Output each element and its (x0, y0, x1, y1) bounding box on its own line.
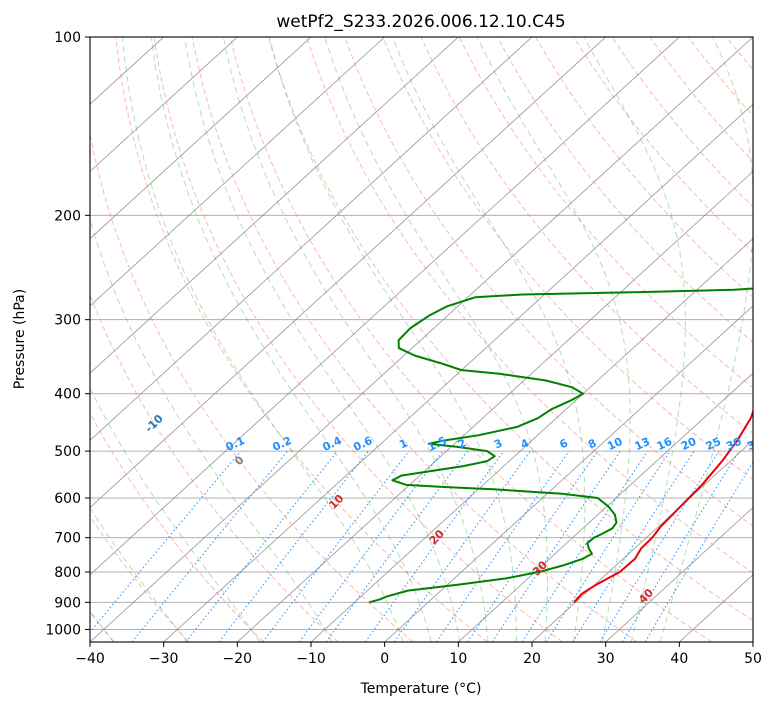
y-tick-label: 300 (54, 313, 81, 329)
y-tick-label: 400 (54, 387, 81, 403)
y-tick-label: 600 (54, 491, 81, 507)
y-tick-label: 800 (54, 565, 81, 581)
x-tick-label: 10 (449, 651, 467, 667)
x-tick-label: 30 (597, 651, 615, 667)
x-tick-label: −30 (149, 651, 179, 667)
x-tick-label: −10 (296, 651, 326, 667)
x-tick-label: 20 (523, 651, 541, 667)
x-tick-label: 50 (744, 651, 762, 667)
x-tick-label: −40 (75, 651, 105, 667)
y-tick-label: 500 (54, 444, 81, 460)
x-tick-label: −20 (223, 651, 253, 667)
y-tick-label: 1000 (45, 622, 81, 638)
x-axis-label: Temperature (°C) (360, 681, 482, 697)
y-tick-label: 100 (54, 30, 81, 46)
y-tick-label: 900 (54, 595, 81, 611)
y-tick-label: 200 (54, 208, 81, 224)
x-tick-label: 40 (670, 651, 688, 667)
x-tick-label: 0 (380, 651, 389, 667)
y-tick-label: 700 (54, 531, 81, 547)
chart-title: wetPf2_S233.2026.006.12.10.C45 (276, 12, 565, 32)
y-axis-label: Pressure (hPa) (12, 289, 28, 389)
